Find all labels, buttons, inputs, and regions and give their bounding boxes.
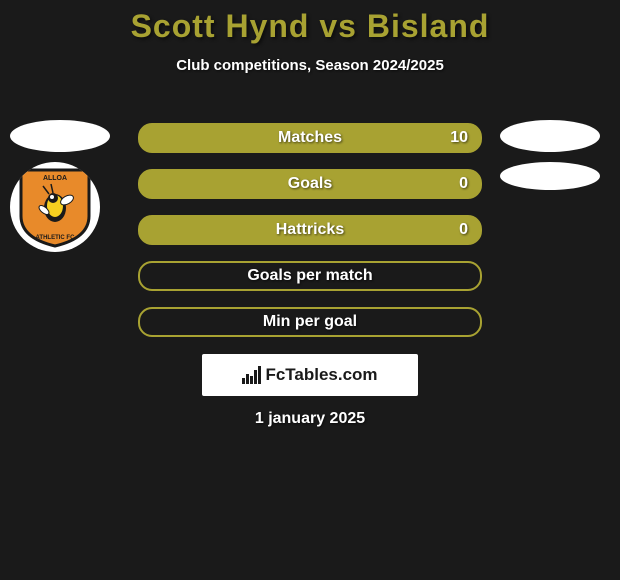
right-blob-top [500, 120, 600, 152]
stat-label: Goals per match [247, 267, 372, 285]
stat-label: Goals [288, 175, 332, 193]
stat-row-hattricks: Hattricks 0 [138, 215, 482, 245]
left-blob-top [10, 120, 110, 152]
vs-text: vs [319, 8, 357, 44]
stat-row-matches: Matches 10 [138, 123, 482, 153]
stat-label: Hattricks [276, 221, 344, 239]
fctables-logo[interactable]: FcTables.com [202, 354, 418, 396]
stat-label: Matches [278, 129, 342, 147]
crest-shield: ALLOA ATHLETIC FC [17, 166, 93, 248]
stat-row-goals: Goals 0 [138, 169, 482, 199]
svg-text:ATHLETIC FC: ATHLETIC FC [36, 235, 76, 241]
stat-label: Min per goal [263, 313, 357, 331]
stat-row-min-per-goal: Min per goal [138, 307, 482, 337]
left-avatar-area: ALLOA ATHLETIC FC [10, 120, 110, 262]
stat-value: 0 [459, 175, 468, 193]
player2-name: Bisland [367, 8, 490, 44]
player1-name: Scott Hynd [131, 8, 310, 44]
logo-content: FcTables.com [242, 365, 377, 385]
stat-row-goals-per-match: Goals per match [138, 261, 482, 291]
shield-icon: ALLOA ATHLETIC FC [17, 166, 93, 248]
bar-chart-icon [242, 366, 261, 384]
page-title: Scott Hynd vs Bisland [0, 8, 620, 45]
right-avatar-area [500, 120, 600, 200]
left-club-crest: ALLOA ATHLETIC FC [10, 162, 100, 252]
logo-text: FcTables.com [265, 365, 377, 385]
stat-value: 0 [459, 221, 468, 239]
date-text: 1 january 2025 [0, 410, 620, 428]
svg-text:ALLOA: ALLOA [43, 175, 67, 182]
right-blob-small [500, 162, 600, 190]
stats-container: Matches 10 Goals 0 Hattricks 0 Goals per… [138, 123, 482, 353]
subtitle: Club competitions, Season 2024/2025 [0, 57, 620, 74]
header: Scott Hynd vs Bisland Club competitions,… [0, 0, 620, 74]
stat-value: 10 [450, 129, 468, 147]
